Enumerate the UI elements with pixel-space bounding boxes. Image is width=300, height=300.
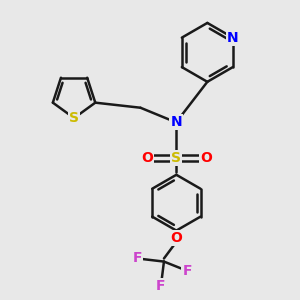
Text: F: F: [182, 264, 192, 278]
Text: N: N: [170, 115, 182, 129]
Text: O: O: [141, 151, 153, 165]
Text: S: S: [171, 151, 181, 165]
Text: N: N: [227, 31, 239, 45]
Text: S: S: [69, 111, 79, 125]
Text: O: O: [170, 231, 182, 245]
Text: F: F: [133, 251, 142, 266]
Text: F: F: [156, 279, 166, 293]
Text: O: O: [200, 151, 212, 165]
